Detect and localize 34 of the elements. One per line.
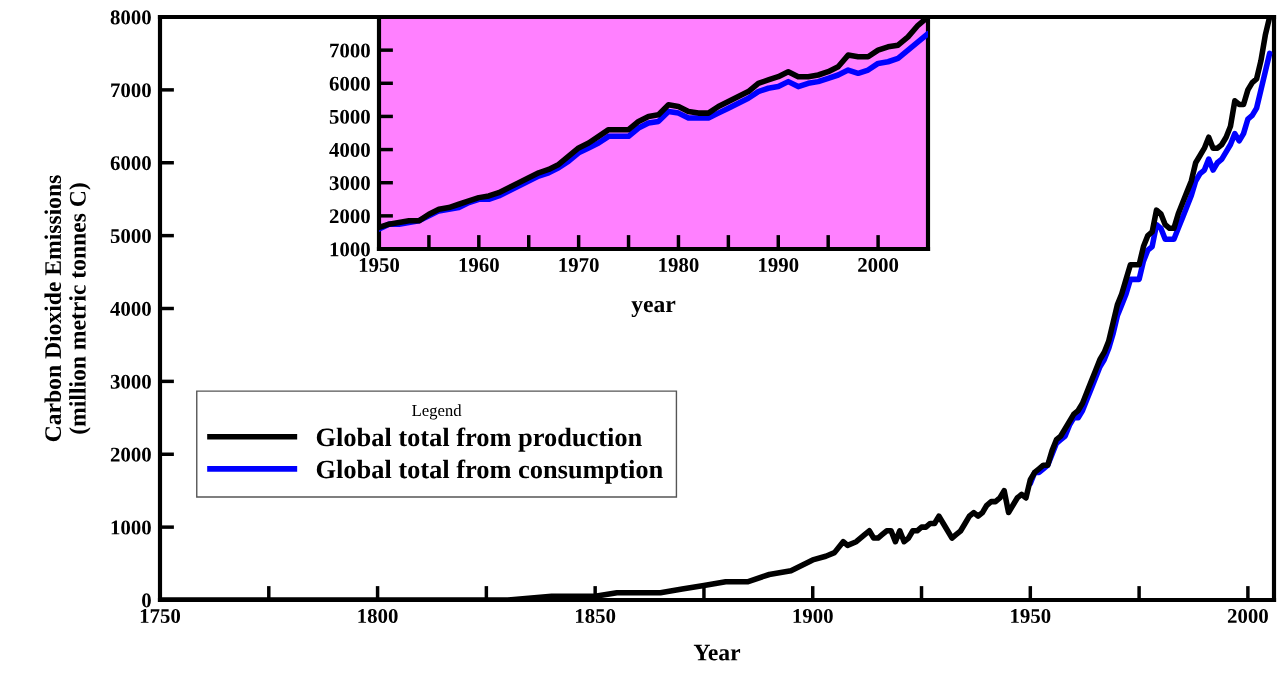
y-tick-label: 7000 (330, 43, 370, 58)
y-axis-title: Carbon Dioxide Emissions (million metric tonnes C) (44, 175, 91, 442)
x-tick-label: 2000 (858, 257, 899, 272)
x-tick-label: 1990 (759, 257, 799, 272)
y-tick-label: 5000 (110, 229, 151, 244)
x-tick-label: 1950 (1011, 608, 1051, 623)
x-tick-label: 1970 (559, 257, 599, 272)
y-tick-label: 3000 (329, 176, 370, 191)
y-tick-label: 6000 (329, 76, 370, 91)
x-tick-label: 1750 (140, 608, 181, 623)
legend-label: Global total from consumption (316, 459, 663, 484)
y-tick-label: 4000 (329, 142, 370, 157)
legend-label: Global total from production (316, 427, 642, 452)
x-tick-label: 1950 (359, 257, 400, 272)
y-tick-label: 7000 (111, 83, 151, 98)
y-tick-label: 2000 (329, 209, 370, 224)
y-tick-label: 1000 (111, 520, 151, 535)
y-tick-label: 6000 (110, 156, 151, 171)
legend-title: Legend (412, 404, 462, 420)
y-tick-label: 2000 (110, 447, 151, 462)
x-tick-label: 1800 (358, 608, 398, 623)
x-axis-title: year (631, 300, 676, 318)
x-tick-label: 1980 (659, 257, 699, 272)
x-axis-title: Year (693, 644, 741, 661)
x-tick-label: 2000 (1227, 608, 1268, 623)
x-tick-label: 1850 (575, 608, 616, 623)
y-tick-label: 3000 (110, 374, 151, 389)
y-tick-label: 5000 (329, 109, 370, 124)
y-tick-label: 4000 (110, 301, 151, 316)
y-tick-label: 0 (142, 593, 151, 608)
x-tick-label: 1960 (459, 257, 499, 272)
y-tick-label: 8000 (110, 10, 151, 25)
y-tick-label: 1000 (330, 242, 370, 257)
x-tick-label: 1900 (793, 608, 833, 623)
